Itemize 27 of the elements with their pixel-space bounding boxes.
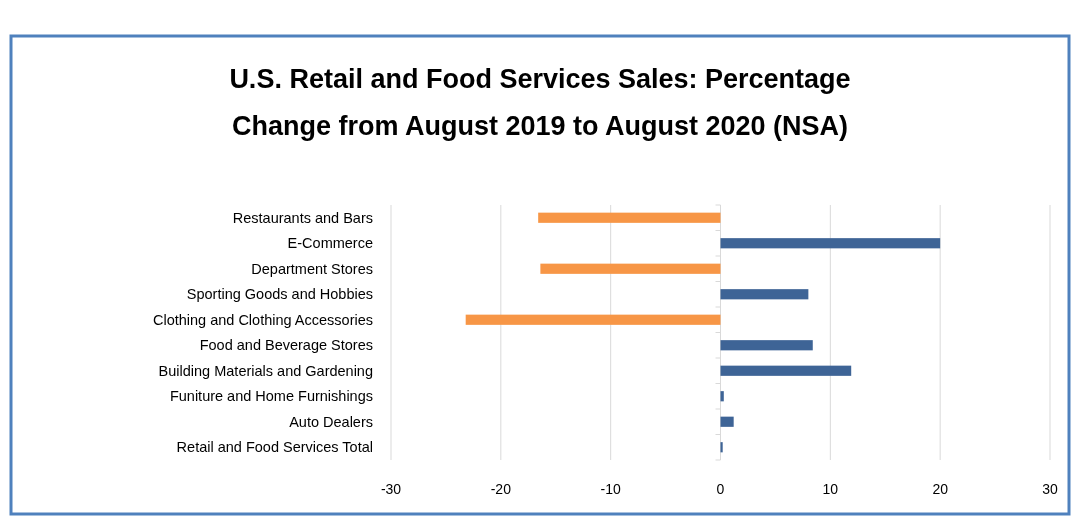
- x-tick-label: 20: [932, 481, 949, 497]
- x-tick-label: 10: [822, 481, 839, 497]
- y-tick-label: Restaurants and Bars: [232, 209, 373, 226]
- bar: [720, 340, 813, 351]
- y-tick-label: Department Stores: [251, 260, 373, 277]
- y-tick-label: Sporting Goods and Hobbies: [186, 286, 373, 303]
- bar: [720, 442, 723, 453]
- y-tick-label: Funiture and Home Furnishings: [169, 388, 373, 405]
- bar: [538, 212, 721, 223]
- bar: [720, 238, 941, 249]
- x-tick-label: -10: [600, 481, 621, 497]
- bar: [540, 263, 721, 274]
- x-tick-label: -30: [380, 481, 402, 497]
- chart-title: U.S. Retail and Food Services Sales: Percentage Change from August 2019 to August 2020 (NSA): [229, 64, 851, 141]
- x-tick-label: 30: [1042, 481, 1058, 497]
- y-tick-label: Retail and Food Services Total: [176, 439, 373, 456]
- bar: [465, 314, 721, 325]
- bar: [720, 365, 852, 376]
- y-tick-label: Building Materials and Gardening: [158, 362, 373, 379]
- bar: [720, 416, 734, 427]
- y-tick-label: E-Commerce: [287, 235, 373, 252]
- x-tick-label: -20: [490, 481, 512, 497]
- x-tick-label: 0: [716, 481, 725, 497]
- y-tick-label: Auto Dealers: [289, 413, 373, 430]
- bar: [720, 289, 809, 300]
- y-tick-label: Food and Beverage Stores: [199, 337, 373, 354]
- y-tick-label: Clothing and Clothing Accessories: [152, 311, 373, 328]
